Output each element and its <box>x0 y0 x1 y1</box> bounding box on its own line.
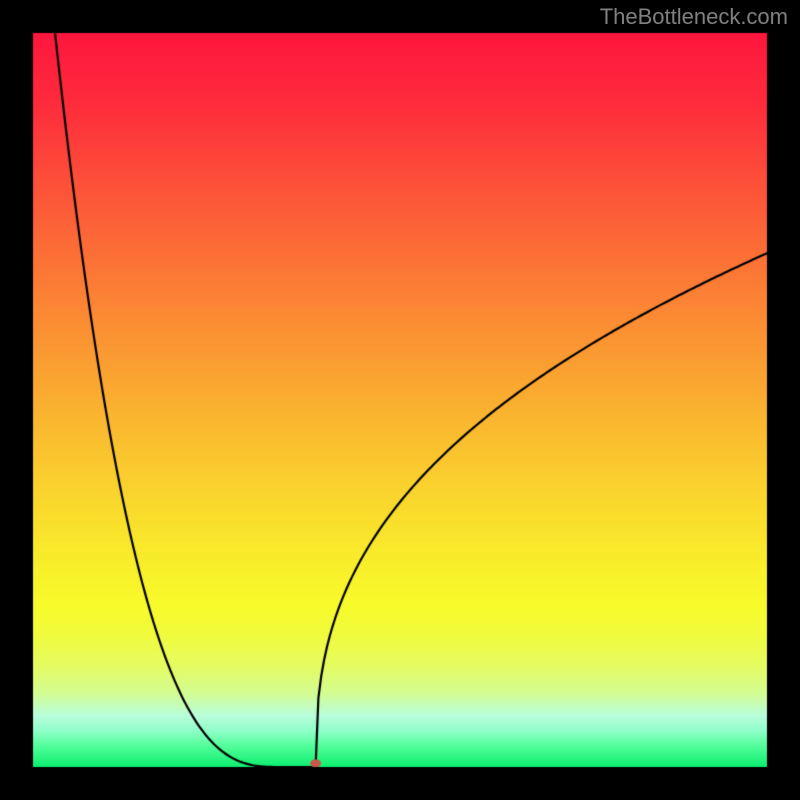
bottleneck-curve-chart <box>0 0 800 800</box>
watermark-text: TheBottleneck.com <box>600 4 788 30</box>
chart-container: TheBottleneck.com <box>0 0 800 800</box>
